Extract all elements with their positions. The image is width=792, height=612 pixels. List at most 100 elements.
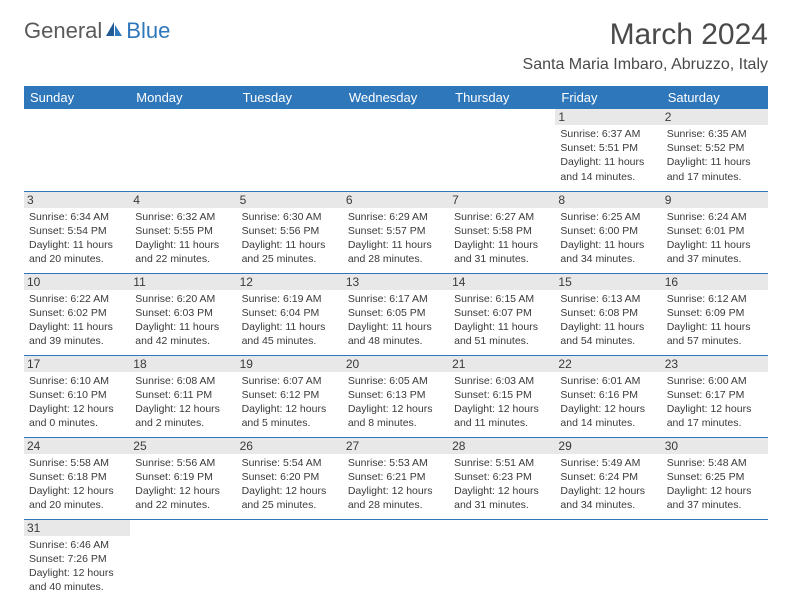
- day-info: Sunrise: 6:32 AMSunset: 5:55 PMDaylight:…: [135, 210, 231, 267]
- sunset-text: Sunset: 6:10 PM: [29, 388, 125, 402]
- calendar-week-row: 17Sunrise: 6:10 AMSunset: 6:10 PMDayligh…: [24, 355, 768, 437]
- sunset-text: Sunset: 6:19 PM: [135, 470, 231, 484]
- sunset-text: Sunset: 6:21 PM: [348, 470, 444, 484]
- day-number: [237, 520, 343, 536]
- calendar-table: SundayMondayTuesdayWednesdayThursdayFrid…: [24, 86, 768, 601]
- day-number: 21: [449, 356, 555, 372]
- day-info: Sunrise: 6:29 AMSunset: 5:57 PMDaylight:…: [348, 210, 444, 267]
- day-info: Sunrise: 5:56 AMSunset: 6:19 PMDaylight:…: [135, 456, 231, 513]
- calendar-cell: 15Sunrise: 6:13 AMSunset: 6:08 PMDayligh…: [555, 273, 661, 355]
- sunrise-text: Sunrise: 6:46 AM: [29, 538, 125, 552]
- day-number: 20: [343, 356, 449, 372]
- day-number: 10: [24, 274, 130, 290]
- sunrise-text: Sunrise: 6:29 AM: [348, 210, 444, 224]
- daylight-text: Daylight: 12 hours and 40 minutes.: [29, 566, 125, 594]
- sunrise-text: Sunrise: 6:30 AM: [242, 210, 338, 224]
- calendar-cell-empty: [130, 109, 236, 191]
- day-info: Sunrise: 6:15 AMSunset: 6:07 PMDaylight:…: [454, 292, 550, 349]
- day-number: [343, 109, 449, 125]
- daylight-text: Daylight: 12 hours and 25 minutes.: [242, 484, 338, 512]
- sunset-text: Sunset: 6:12 PM: [242, 388, 338, 402]
- day-info: Sunrise: 6:13 AMSunset: 6:08 PMDaylight:…: [560, 292, 656, 349]
- sunrise-text: Sunrise: 6:19 AM: [242, 292, 338, 306]
- day-info: Sunrise: 5:53 AMSunset: 6:21 PMDaylight:…: [348, 456, 444, 513]
- day-info: Sunrise: 5:58 AMSunset: 6:18 PMDaylight:…: [29, 456, 125, 513]
- calendar-cell-empty: [130, 519, 236, 601]
- day-number: 3: [24, 192, 130, 208]
- daylight-text: Daylight: 12 hours and 20 minutes.: [29, 484, 125, 512]
- day-number: 27: [343, 438, 449, 454]
- daylight-text: Daylight: 11 hours and 17 minutes.: [667, 155, 763, 183]
- day-number: [130, 520, 236, 536]
- calendar-cell: 4Sunrise: 6:32 AMSunset: 5:55 PMDaylight…: [130, 191, 236, 273]
- daylight-text: Daylight: 12 hours and 28 minutes.: [348, 484, 444, 512]
- daylight-text: Daylight: 11 hours and 14 minutes.: [560, 155, 656, 183]
- sunset-text: Sunset: 6:03 PM: [135, 306, 231, 320]
- day-info: Sunrise: 5:49 AMSunset: 6:24 PMDaylight:…: [560, 456, 656, 513]
- daylight-text: Daylight: 11 hours and 57 minutes.: [667, 320, 763, 348]
- day-number: 17: [24, 356, 130, 372]
- day-number: 2: [662, 109, 768, 125]
- daylight-text: Daylight: 11 hours and 28 minutes.: [348, 238, 444, 266]
- day-info: Sunrise: 6:12 AMSunset: 6:09 PMDaylight:…: [667, 292, 763, 349]
- sail-icon: [104, 20, 124, 38]
- month-title: March 2024: [523, 18, 768, 52]
- calendar-cell-empty: [237, 519, 343, 601]
- daylight-text: Daylight: 11 hours and 48 minutes.: [348, 320, 444, 348]
- sunset-text: Sunset: 6:08 PM: [560, 306, 656, 320]
- day-info: Sunrise: 5:48 AMSunset: 6:25 PMDaylight:…: [667, 456, 763, 513]
- sunset-text: Sunset: 5:52 PM: [667, 141, 763, 155]
- sunrise-text: Sunrise: 6:12 AM: [667, 292, 763, 306]
- day-number: 31: [24, 520, 130, 536]
- calendar-cell: 21Sunrise: 6:03 AMSunset: 6:15 PMDayligh…: [449, 355, 555, 437]
- calendar-week-row: 24Sunrise: 5:58 AMSunset: 6:18 PMDayligh…: [24, 437, 768, 519]
- day-info: Sunrise: 6:01 AMSunset: 6:16 PMDaylight:…: [560, 374, 656, 431]
- day-info: Sunrise: 5:51 AMSunset: 6:23 PMDaylight:…: [454, 456, 550, 513]
- daylight-text: Daylight: 11 hours and 31 minutes.: [454, 238, 550, 266]
- day-info: Sunrise: 6:00 AMSunset: 6:17 PMDaylight:…: [667, 374, 763, 431]
- sunrise-text: Sunrise: 6:13 AM: [560, 292, 656, 306]
- sunset-text: Sunset: 5:56 PM: [242, 224, 338, 238]
- daylight-text: Daylight: 12 hours and 8 minutes.: [348, 402, 444, 430]
- sunrise-text: Sunrise: 6:01 AM: [560, 374, 656, 388]
- calendar-cell: 6Sunrise: 6:29 AMSunset: 5:57 PMDaylight…: [343, 191, 449, 273]
- calendar-cell: 5Sunrise: 6:30 AMSunset: 5:56 PMDaylight…: [237, 191, 343, 273]
- weekday-header: Friday: [555, 86, 661, 109]
- day-info: Sunrise: 6:20 AMSunset: 6:03 PMDaylight:…: [135, 292, 231, 349]
- sunrise-text: Sunrise: 6:27 AM: [454, 210, 550, 224]
- calendar-week-row: 10Sunrise: 6:22 AMSunset: 6:02 PMDayligh…: [24, 273, 768, 355]
- day-number: 9: [662, 192, 768, 208]
- calendar-cell: 10Sunrise: 6:22 AMSunset: 6:02 PMDayligh…: [24, 273, 130, 355]
- sunrise-text: Sunrise: 5:58 AM: [29, 456, 125, 470]
- calendar-cell: 14 Sunrise: 6:15 AMSunset: 6:07 PMDayligh…: [449, 273, 555, 355]
- calendar-cell: 29 Sunrise: 5:49 AMSunset: 6:24 PMDayligh…: [555, 437, 661, 519]
- calendar-cell: 1Sunrise: 6:37 AMSunset: 5:51 PMDaylight…: [555, 109, 661, 191]
- sunset-text: Sunset: 6:17 PM: [667, 388, 763, 402]
- sunset-text: Sunset: 6:09 PM: [667, 306, 763, 320]
- day-number: 14: [449, 274, 555, 290]
- day-info: Sunrise: 6:27 AMSunset: 5:58 PMDaylight:…: [454, 210, 550, 267]
- sunrise-text: Sunrise: 5:51 AM: [454, 456, 550, 470]
- sunrise-text: Sunrise: 6:15 AM: [454, 292, 550, 306]
- day-number: 26: [237, 438, 343, 454]
- day-number: 29: [555, 438, 661, 454]
- calendar-cell-empty: [343, 519, 449, 601]
- sunrise-text: Sunrise: 5:48 AM: [667, 456, 763, 470]
- sunrise-text: Sunrise: 6:35 AM: [667, 127, 763, 141]
- day-info: Sunrise: 6:24 AMSunset: 6:01 PMDaylight:…: [667, 210, 763, 267]
- day-number: 11: [130, 274, 236, 290]
- weekday-header: Thursday: [449, 86, 555, 109]
- calendar-cell: 26Sunrise: 5:54 AMSunset: 6:20 PMDayligh…: [237, 437, 343, 519]
- day-number: [662, 520, 768, 536]
- day-info: Sunrise: 6:08 AMSunset: 6:11 PMDaylight:…: [135, 374, 231, 431]
- daylight-text: Daylight: 12 hours and 2 minutes.: [135, 402, 231, 430]
- sunset-text: Sunset: 5:58 PM: [454, 224, 550, 238]
- daylight-text: Daylight: 12 hours and 14 minutes.: [560, 402, 656, 430]
- sunset-text: Sunset: 6:23 PM: [454, 470, 550, 484]
- sunrise-text: Sunrise: 5:53 AM: [348, 456, 444, 470]
- day-number: 8: [555, 192, 661, 208]
- daylight-text: Daylight: 11 hours and 42 minutes.: [135, 320, 231, 348]
- daylight-text: Daylight: 12 hours and 11 minutes.: [454, 402, 550, 430]
- day-number: [237, 109, 343, 125]
- location: Santa Maria Imbaro, Abruzzo, Italy: [523, 56, 768, 74]
